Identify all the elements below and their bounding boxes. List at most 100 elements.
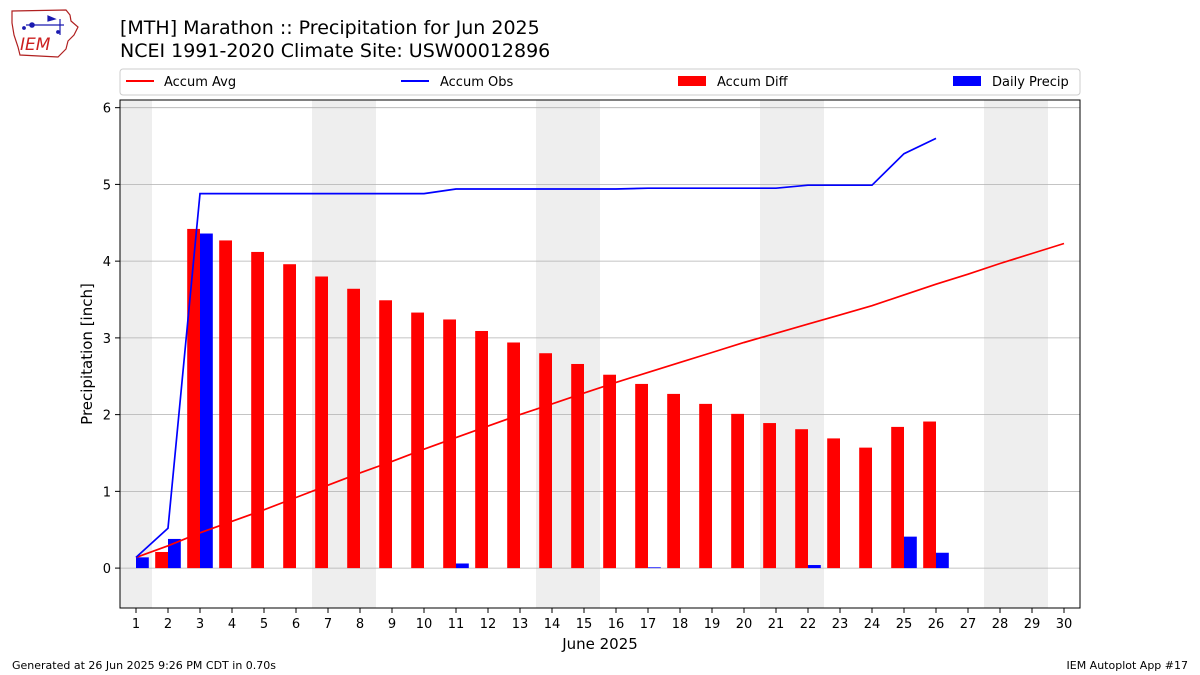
x-tick-label: 5 bbox=[260, 617, 268, 632]
accum-diff-bar bbox=[763, 423, 776, 569]
accum-diff-bar bbox=[539, 353, 552, 569]
legend-label-daily-precip: Daily Precip bbox=[992, 75, 1069, 90]
x-tick-label: 17 bbox=[640, 617, 657, 632]
accum-diff-bar bbox=[507, 342, 520, 569]
accum-diff-bar bbox=[315, 276, 328, 569]
accum-diff-bar bbox=[699, 403, 712, 569]
x-tick-label: 21 bbox=[768, 617, 785, 632]
x-tick-label: 3 bbox=[196, 617, 204, 632]
y-tick-label: 5 bbox=[103, 178, 111, 193]
daily-precip-bar bbox=[136, 557, 149, 569]
x-tick-label: 1 bbox=[132, 617, 140, 632]
y-tick-label: 2 bbox=[103, 409, 111, 424]
x-tick-label: 15 bbox=[576, 617, 593, 632]
x-tick-label: 27 bbox=[960, 617, 977, 632]
legend-swatch-accum-diff bbox=[678, 76, 706, 86]
legend-label-accum-diff: Accum Diff bbox=[717, 75, 789, 90]
legend-label-accum-avg: Accum Avg bbox=[164, 75, 236, 90]
accum-diff-bar bbox=[571, 363, 584, 569]
daily-precip-bars bbox=[136, 233, 949, 569]
accum-diff-bar bbox=[283, 264, 296, 569]
accum-diff-bar bbox=[731, 413, 744, 569]
logo-text: IEM bbox=[20, 35, 51, 55]
weekend-band bbox=[120, 100, 152, 608]
y-tick-label: 6 bbox=[103, 102, 111, 117]
accum-avg-line bbox=[135, 242, 1065, 559]
accum-diff-bars bbox=[155, 228, 936, 569]
x-tick-label: 2 bbox=[164, 617, 172, 632]
accum-diff-bar bbox=[443, 319, 456, 569]
accum-diff-bar bbox=[603, 374, 616, 569]
y-axis-ticks: 0 1 2 3 4 5 6 bbox=[103, 102, 120, 577]
x-tick-label: 13 bbox=[512, 617, 529, 632]
accum-diff-bar bbox=[795, 429, 808, 569]
x-tick-label: 14 bbox=[544, 617, 561, 632]
accum-diff-bar bbox=[475, 330, 488, 569]
legend-swatch-daily-precip bbox=[953, 76, 981, 86]
footer-app-text: IEM Autoplot App #17 bbox=[1066, 659, 1189, 672]
daily-precip-bar bbox=[168, 538, 181, 569]
accum-obs-line bbox=[135, 137, 937, 559]
accum-diff-bar bbox=[667, 393, 680, 569]
iowa-state-outline-icon bbox=[11, 9, 79, 58]
chart-title: [MTH] Marathon :: Precipitation for Jun … bbox=[120, 17, 540, 39]
accum-diff-bar bbox=[891, 426, 904, 569]
accum-diff-bar bbox=[411, 312, 424, 569]
accum-diff-bar bbox=[379, 300, 392, 569]
x-tick-label: 22 bbox=[800, 617, 817, 632]
x-tick-label: 30 bbox=[1056, 617, 1073, 632]
daily-precip-bar bbox=[808, 565, 821, 569]
x-tick-label: 20 bbox=[736, 617, 753, 632]
weekend-band bbox=[984, 100, 1016, 608]
accum-diff-bar bbox=[859, 447, 872, 569]
x-tick-label: 29 bbox=[1024, 617, 1041, 632]
x-tick-label: 28 bbox=[992, 617, 1009, 632]
x-tick-label: 4 bbox=[228, 617, 236, 632]
accum-diff-bar bbox=[187, 228, 200, 569]
weather-instruments-icon bbox=[22, 15, 64, 35]
x-tick-label: 9 bbox=[388, 617, 396, 632]
accum-diff-bar bbox=[827, 438, 840, 569]
x-tick-label: 26 bbox=[928, 617, 945, 632]
y-axis-label: Precipitation [inch] bbox=[78, 283, 96, 425]
iem-logo: IEM bbox=[11, 9, 79, 58]
accumulation-lines bbox=[135, 137, 1065, 559]
y-tick-label: 3 bbox=[103, 332, 111, 347]
accum-diff-bar bbox=[635, 383, 648, 569]
x-tick-label: 11 bbox=[448, 617, 465, 632]
x-tick-label: 24 bbox=[864, 617, 881, 632]
x-tick-label: 7 bbox=[324, 617, 332, 632]
legend-label-accum-obs: Accum Obs bbox=[440, 75, 513, 90]
x-tick-label: 23 bbox=[832, 617, 849, 632]
daily-precip-bar bbox=[648, 567, 661, 569]
legend-frame bbox=[119, 68, 1081, 96]
accum-diff-bar bbox=[251, 251, 264, 569]
x-tick-label: 18 bbox=[672, 617, 689, 632]
x-tick-label: 25 bbox=[896, 617, 913, 632]
x-tick-label: 19 bbox=[704, 617, 721, 632]
legend: Accum Avg Accum Obs Accum Diff Daily Pre… bbox=[119, 68, 1081, 96]
x-axis-label: June 2025 bbox=[561, 635, 638, 653]
x-tick-label: 8 bbox=[356, 617, 364, 632]
chart-subtitle: NCEI 1991-2020 Climate Site: USW00012896 bbox=[120, 40, 551, 62]
y-gridlines bbox=[120, 107, 1080, 569]
x-tick-label: 16 bbox=[608, 617, 625, 632]
x-axis-ticks: 1 2 3 4 5 6 7 8 9 10 11 12 13 14 15 16 17 18 19 20 21 22 23 24 2… bbox=[132, 608, 1072, 632]
accum-diff-bar bbox=[219, 240, 232, 569]
accum-diff-bar bbox=[347, 288, 360, 569]
daily-precip-bar bbox=[456, 563, 469, 569]
weekend-band bbox=[1016, 100, 1048, 608]
daily-precip-bar bbox=[904, 536, 917, 569]
daily-precip-bar bbox=[200, 233, 213, 569]
y-tick-label: 4 bbox=[103, 255, 111, 270]
accum-diff-bar bbox=[923, 421, 936, 569]
y-tick-label: 1 bbox=[103, 485, 111, 500]
x-tick-label: 10 bbox=[416, 617, 433, 632]
x-tick-label: 12 bbox=[480, 617, 497, 632]
y-tick-label: 0 bbox=[103, 562, 111, 577]
accum-diff-bar bbox=[155, 551, 168, 569]
daily-precip-bar bbox=[936, 552, 949, 569]
x-tick-label: 6 bbox=[292, 617, 300, 632]
footer-generated-text: Generated at 26 Jun 2025 9:26 PM CDT in … bbox=[12, 659, 277, 672]
